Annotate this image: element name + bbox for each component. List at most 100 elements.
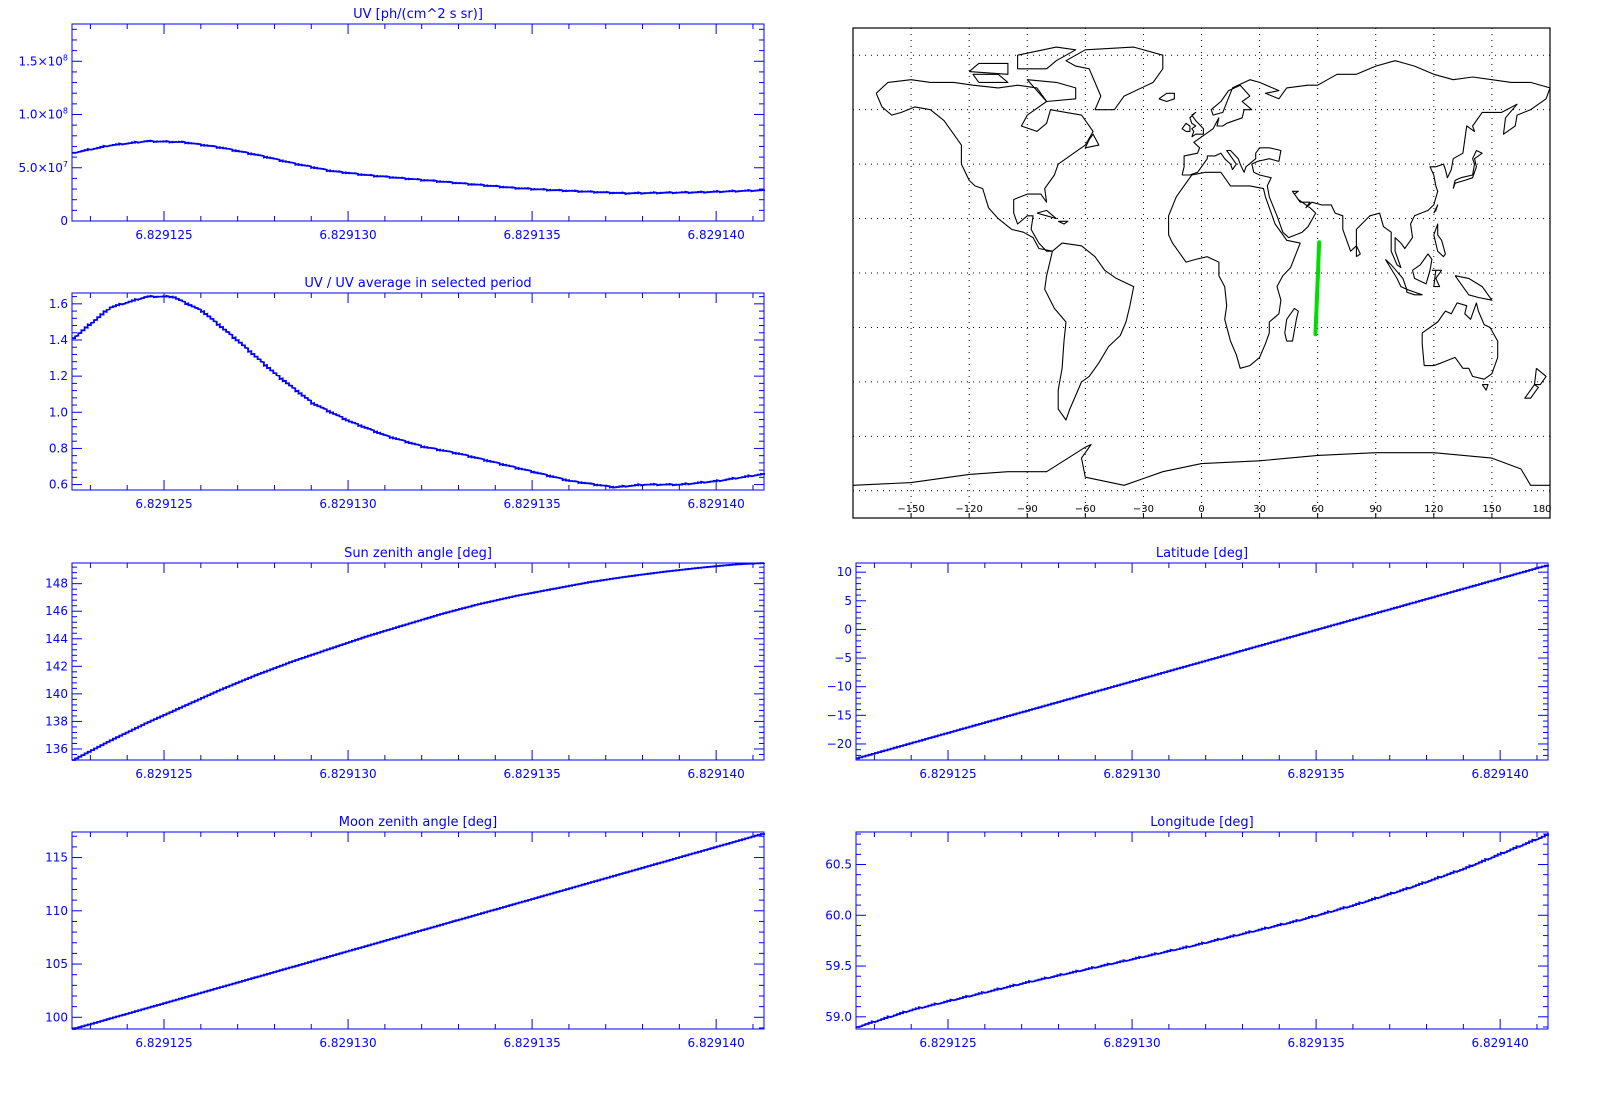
lon-tick-label: 120 (1424, 504, 1443, 515)
y-tick-label: 1.4 (49, 333, 68, 347)
sun-zenith-panel: Sun zenith angle [deg] 6.829125 6.829130 6.… (45, 546, 765, 781)
x-tick-label: 6.829130 (1103, 767, 1160, 781)
x-tick-label: 6.829140 (688, 228, 745, 242)
plot-frame (855, 562, 1549, 761)
coastline (1411, 253, 1433, 285)
x-tick-label: 6.829135 (503, 767, 560, 781)
lon-tick-label: 0 (1198, 504, 1204, 515)
y-tick-label: 144 (45, 632, 68, 646)
y-tick-exponent: 8 (63, 53, 68, 62)
coastline (1189, 111, 1204, 138)
coastline (1454, 275, 1493, 301)
coastline (1421, 302, 1499, 380)
y-tick-label: 0.8 (49, 441, 68, 455)
coastline (1452, 149, 1483, 189)
chart-title: Sun zenith angle [deg] (344, 546, 492, 561)
coastline (1524, 384, 1539, 399)
coastline (1181, 122, 1191, 132)
y-tick-label: 1.0×108 (18, 107, 68, 122)
x-tick-label: 6.829130 (319, 1036, 376, 1050)
latitude-panel: Latitude [deg] 6.829125 6.829130 6.829135 6.… (827, 546, 1549, 781)
world-map-panel: −150 −120 −90 −60 −30 0 30 60 90 120 150 180 (852, 27, 1552, 519)
series-line (72, 833, 765, 1030)
x-tick-label: 6.829135 (503, 497, 560, 511)
y-tick-label: 110 (45, 904, 68, 918)
x-tick-label: 6.829135 (1287, 767, 1344, 781)
chart-title: Moon zenith angle [deg] (339, 815, 497, 830)
x-tick-label: 6.829140 (1472, 1036, 1529, 1050)
y-tick-label: −20 (827, 737, 852, 751)
x-tick-label: 6.829140 (688, 1036, 745, 1050)
coastline (968, 62, 1009, 75)
series-line (856, 564, 1549, 760)
coastline (1181, 60, 1551, 269)
coastline (1017, 46, 1077, 70)
longitude-panel: Longitude [deg] 6.829125 6.829130 6.829135 6… (825, 815, 1549, 1050)
coastline (1168, 171, 1301, 369)
y-tick-label: 105 (45, 957, 68, 971)
coastline (972, 73, 1009, 83)
chart-title: Latitude [deg] (1156, 546, 1248, 561)
y-tick-label: 0.6 (49, 478, 68, 492)
y-tick-label: 5.0×107 (18, 160, 68, 175)
plot-frame (71, 831, 765, 1030)
lon-tick-label: 90 (1369, 504, 1382, 515)
y-tick-exponent: 8 (63, 107, 68, 116)
y-tick-label: 1.2 (49, 369, 68, 383)
y-tick-exponent: 7 (63, 160, 68, 169)
y-tick-mantissa: 1.5×10 (18, 54, 62, 68)
y-tick-label: 140 (45, 687, 68, 701)
lon-tick-label: 180 (1532, 504, 1551, 515)
coastline (1481, 384, 1489, 391)
y-tick-label: −5 (834, 651, 852, 665)
y-tick-label: 138 (45, 714, 68, 728)
x-tick-label: 6.829130 (1103, 1036, 1160, 1050)
lon-tick-label: −60 (1075, 504, 1096, 515)
x-tick-label: 6.829130 (319, 228, 376, 242)
coastline (1044, 242, 1135, 421)
uv-panel: UV [ph/(cm^2 s sr)] 6.829125 6.829130 6.829… (18, 7, 765, 242)
x-tick-label: 6.829125 (135, 767, 192, 781)
x-tick-label: 6.829130 (319, 767, 376, 781)
lon-tick-label: 60 (1311, 504, 1324, 515)
y-tick-label: 59.0 (825, 1010, 852, 1024)
x-tick-label: 6.829135 (503, 1036, 560, 1050)
x-tick-label: 6.829135 (1287, 1036, 1344, 1050)
coastline (1406, 288, 1423, 296)
y-tick-label: 59.5 (825, 959, 852, 973)
y-tick-label: −15 (827, 708, 852, 722)
y-tick-label: 146 (45, 604, 68, 618)
series-line (72, 562, 765, 761)
lon-tick-label: −120 (955, 504, 982, 515)
x-tick-label: 6.829125 (135, 497, 192, 511)
series-line (72, 139, 765, 196)
chart-title: UV / UV average in selected period (304, 276, 531, 291)
y-tick-label: 1.5×108 (18, 53, 68, 68)
coastline (1026, 79, 1077, 103)
y-tick-label: 1.0 (49, 405, 68, 419)
coastline (1057, 220, 1069, 225)
y-tick-mantissa: 5.0×10 (18, 161, 62, 175)
y-tick-mantissa: 1.0×10 (18, 108, 62, 122)
lon-tick-label: −150 (897, 504, 924, 515)
coastline (1355, 245, 1361, 258)
chart-title: UV [ph/(cm^2 s sr)] (353, 7, 483, 22)
y-tick-label: 10 (837, 565, 852, 579)
x-tick-label: 6.829125 (135, 228, 192, 242)
x-tick-label: 6.829140 (688, 497, 745, 511)
coastline (1431, 269, 1443, 288)
x-tick-label: 6.829125 (135, 1036, 192, 1050)
coastline (1284, 307, 1299, 342)
coastline (1158, 92, 1175, 103)
plot-frame (71, 292, 765, 491)
coastline (1433, 204, 1439, 214)
y-tick-label: 0 (844, 622, 852, 636)
lon-tick-label: 150 (1482, 504, 1501, 515)
coastline (1433, 223, 1446, 258)
lon-tick-label: 30 (1253, 504, 1266, 515)
x-tick-label: 6.829135 (503, 228, 560, 242)
series-line (72, 294, 765, 489)
y-tick-label: 115 (45, 851, 68, 865)
uv-ratio-panel: UV / UV average in selected period 6.8291… (49, 276, 765, 511)
plot-frame (71, 23, 765, 222)
